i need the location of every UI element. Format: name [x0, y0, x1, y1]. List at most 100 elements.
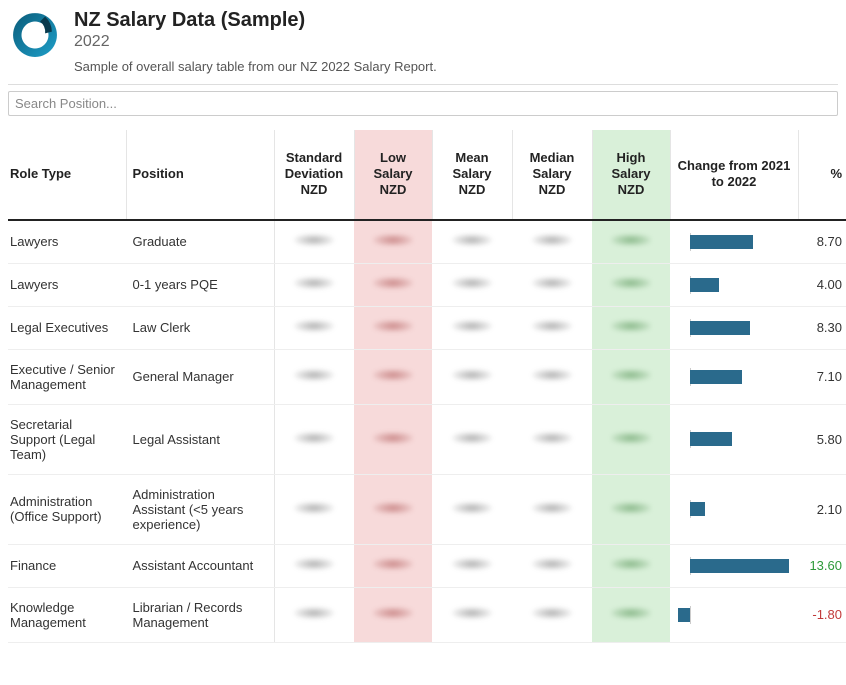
blurred-value [452, 502, 492, 514]
cell-pct: 13.60 [798, 544, 846, 587]
cell-low [354, 306, 432, 349]
cell-mean [432, 220, 512, 264]
blurred-value [452, 558, 492, 570]
table-row: FinanceAssistant Accountant13.60 [8, 544, 846, 587]
cell-role-type: Legal Executives [8, 306, 126, 349]
cell-role-type: Lawyers [8, 220, 126, 264]
change-bar-chart [677, 557, 792, 575]
blurred-value [611, 558, 651, 570]
change-bar [690, 502, 705, 516]
change-bar-chart [677, 319, 792, 337]
cell-change-bar [670, 474, 798, 544]
cell-change-bar [670, 349, 798, 404]
change-bar-chart [677, 368, 792, 386]
cell-std_dev [274, 306, 354, 349]
table-row: Executive / Senior ManagementGeneral Man… [8, 349, 846, 404]
cell-std_dev [274, 544, 354, 587]
search-input[interactable] [8, 91, 838, 116]
page-header: NZ Salary Data (Sample) 2022 Sample of o… [8, 8, 838, 80]
cell-pct: 7.10 [798, 349, 846, 404]
change-bar [690, 235, 753, 249]
blurred-value [294, 502, 334, 514]
cell-change-bar [670, 587, 798, 642]
cell-std_dev [274, 263, 354, 306]
cell-low [354, 349, 432, 404]
col-header-pct[interactable]: % [798, 130, 846, 220]
change-bar [690, 278, 719, 292]
blurred-value [294, 277, 334, 289]
cell-change-bar [670, 263, 798, 306]
cell-median [512, 220, 592, 264]
cell-high [592, 474, 670, 544]
cell-position: Librarian / Records Management [126, 587, 274, 642]
cell-pct: 2.10 [798, 474, 846, 544]
change-bar-chart [677, 500, 792, 518]
cell-low [354, 474, 432, 544]
cell-role-type: Knowledge Management [8, 587, 126, 642]
blurred-value [294, 369, 334, 381]
blurred-value [532, 607, 572, 619]
cell-change-bar [670, 306, 798, 349]
cell-std_dev [274, 349, 354, 404]
cell-low [354, 544, 432, 587]
change-bar-chart [677, 606, 792, 624]
blurred-value [294, 234, 334, 246]
blurred-value [611, 320, 651, 332]
col-header-std-dev[interactable]: Standard Deviation NZD [274, 130, 354, 220]
blurred-value [452, 607, 492, 619]
col-header-low-salary[interactable]: Low Salary NZD [354, 130, 432, 220]
table-row: Secretarial Support (Legal Team)Legal As… [8, 404, 846, 474]
blurred-value [373, 277, 413, 289]
cell-median [512, 587, 592, 642]
col-header-high-salary[interactable]: High Salary NZD [592, 130, 670, 220]
blurred-value [373, 234, 413, 246]
cell-mean [432, 474, 512, 544]
blurred-value [373, 432, 413, 444]
cell-median [512, 544, 592, 587]
cell-mean [432, 349, 512, 404]
col-header-mean-salary[interactable]: Mean Salary NZD [432, 130, 512, 220]
page-subtitle: Sample of overall salary table from our … [74, 59, 437, 74]
cell-mean [432, 404, 512, 474]
cell-high [592, 544, 670, 587]
col-header-change[interactable]: Change from 2021 to 2022 [670, 130, 798, 220]
cell-role-type: Executive / Senior Management [8, 349, 126, 404]
cell-position: General Manager [126, 349, 274, 404]
cell-role-type: Administration (Office Support) [8, 474, 126, 544]
blurred-value [373, 320, 413, 332]
blurred-value [611, 502, 651, 514]
cell-role-type: Lawyers [8, 263, 126, 306]
change-bar [690, 432, 732, 446]
blurred-value [373, 369, 413, 381]
change-bar [678, 608, 690, 622]
cell-position: 0-1 years PQE [126, 263, 274, 306]
cell-low [354, 263, 432, 306]
cell-high [592, 220, 670, 264]
blurred-value [532, 432, 572, 444]
blurred-value [532, 320, 572, 332]
cell-mean [432, 263, 512, 306]
cell-pct: 4.00 [798, 263, 846, 306]
cell-median [512, 263, 592, 306]
cell-std_dev [274, 587, 354, 642]
cell-std_dev [274, 474, 354, 544]
cell-pct: -1.80 [798, 587, 846, 642]
cell-role-type: Secretarial Support (Legal Team) [8, 404, 126, 474]
blurred-value [611, 607, 651, 619]
col-header-position[interactable]: Position [126, 130, 274, 220]
cell-change-bar [670, 404, 798, 474]
col-header-role-type[interactable]: Role Type [8, 130, 126, 220]
change-bar-chart [677, 276, 792, 294]
cell-low [354, 220, 432, 264]
blurred-value [532, 277, 572, 289]
cell-position: Legal Assistant [126, 404, 274, 474]
cell-change-bar [670, 220, 798, 264]
table-row: Lawyers0-1 years PQE 4.00 [8, 263, 846, 306]
col-header-median-salary[interactable]: Median Salary NZD [512, 130, 592, 220]
cell-high [592, 306, 670, 349]
cell-median [512, 404, 592, 474]
blurred-value [452, 277, 492, 289]
cell-high [592, 349, 670, 404]
blurred-value [452, 234, 492, 246]
cell-low [354, 404, 432, 474]
